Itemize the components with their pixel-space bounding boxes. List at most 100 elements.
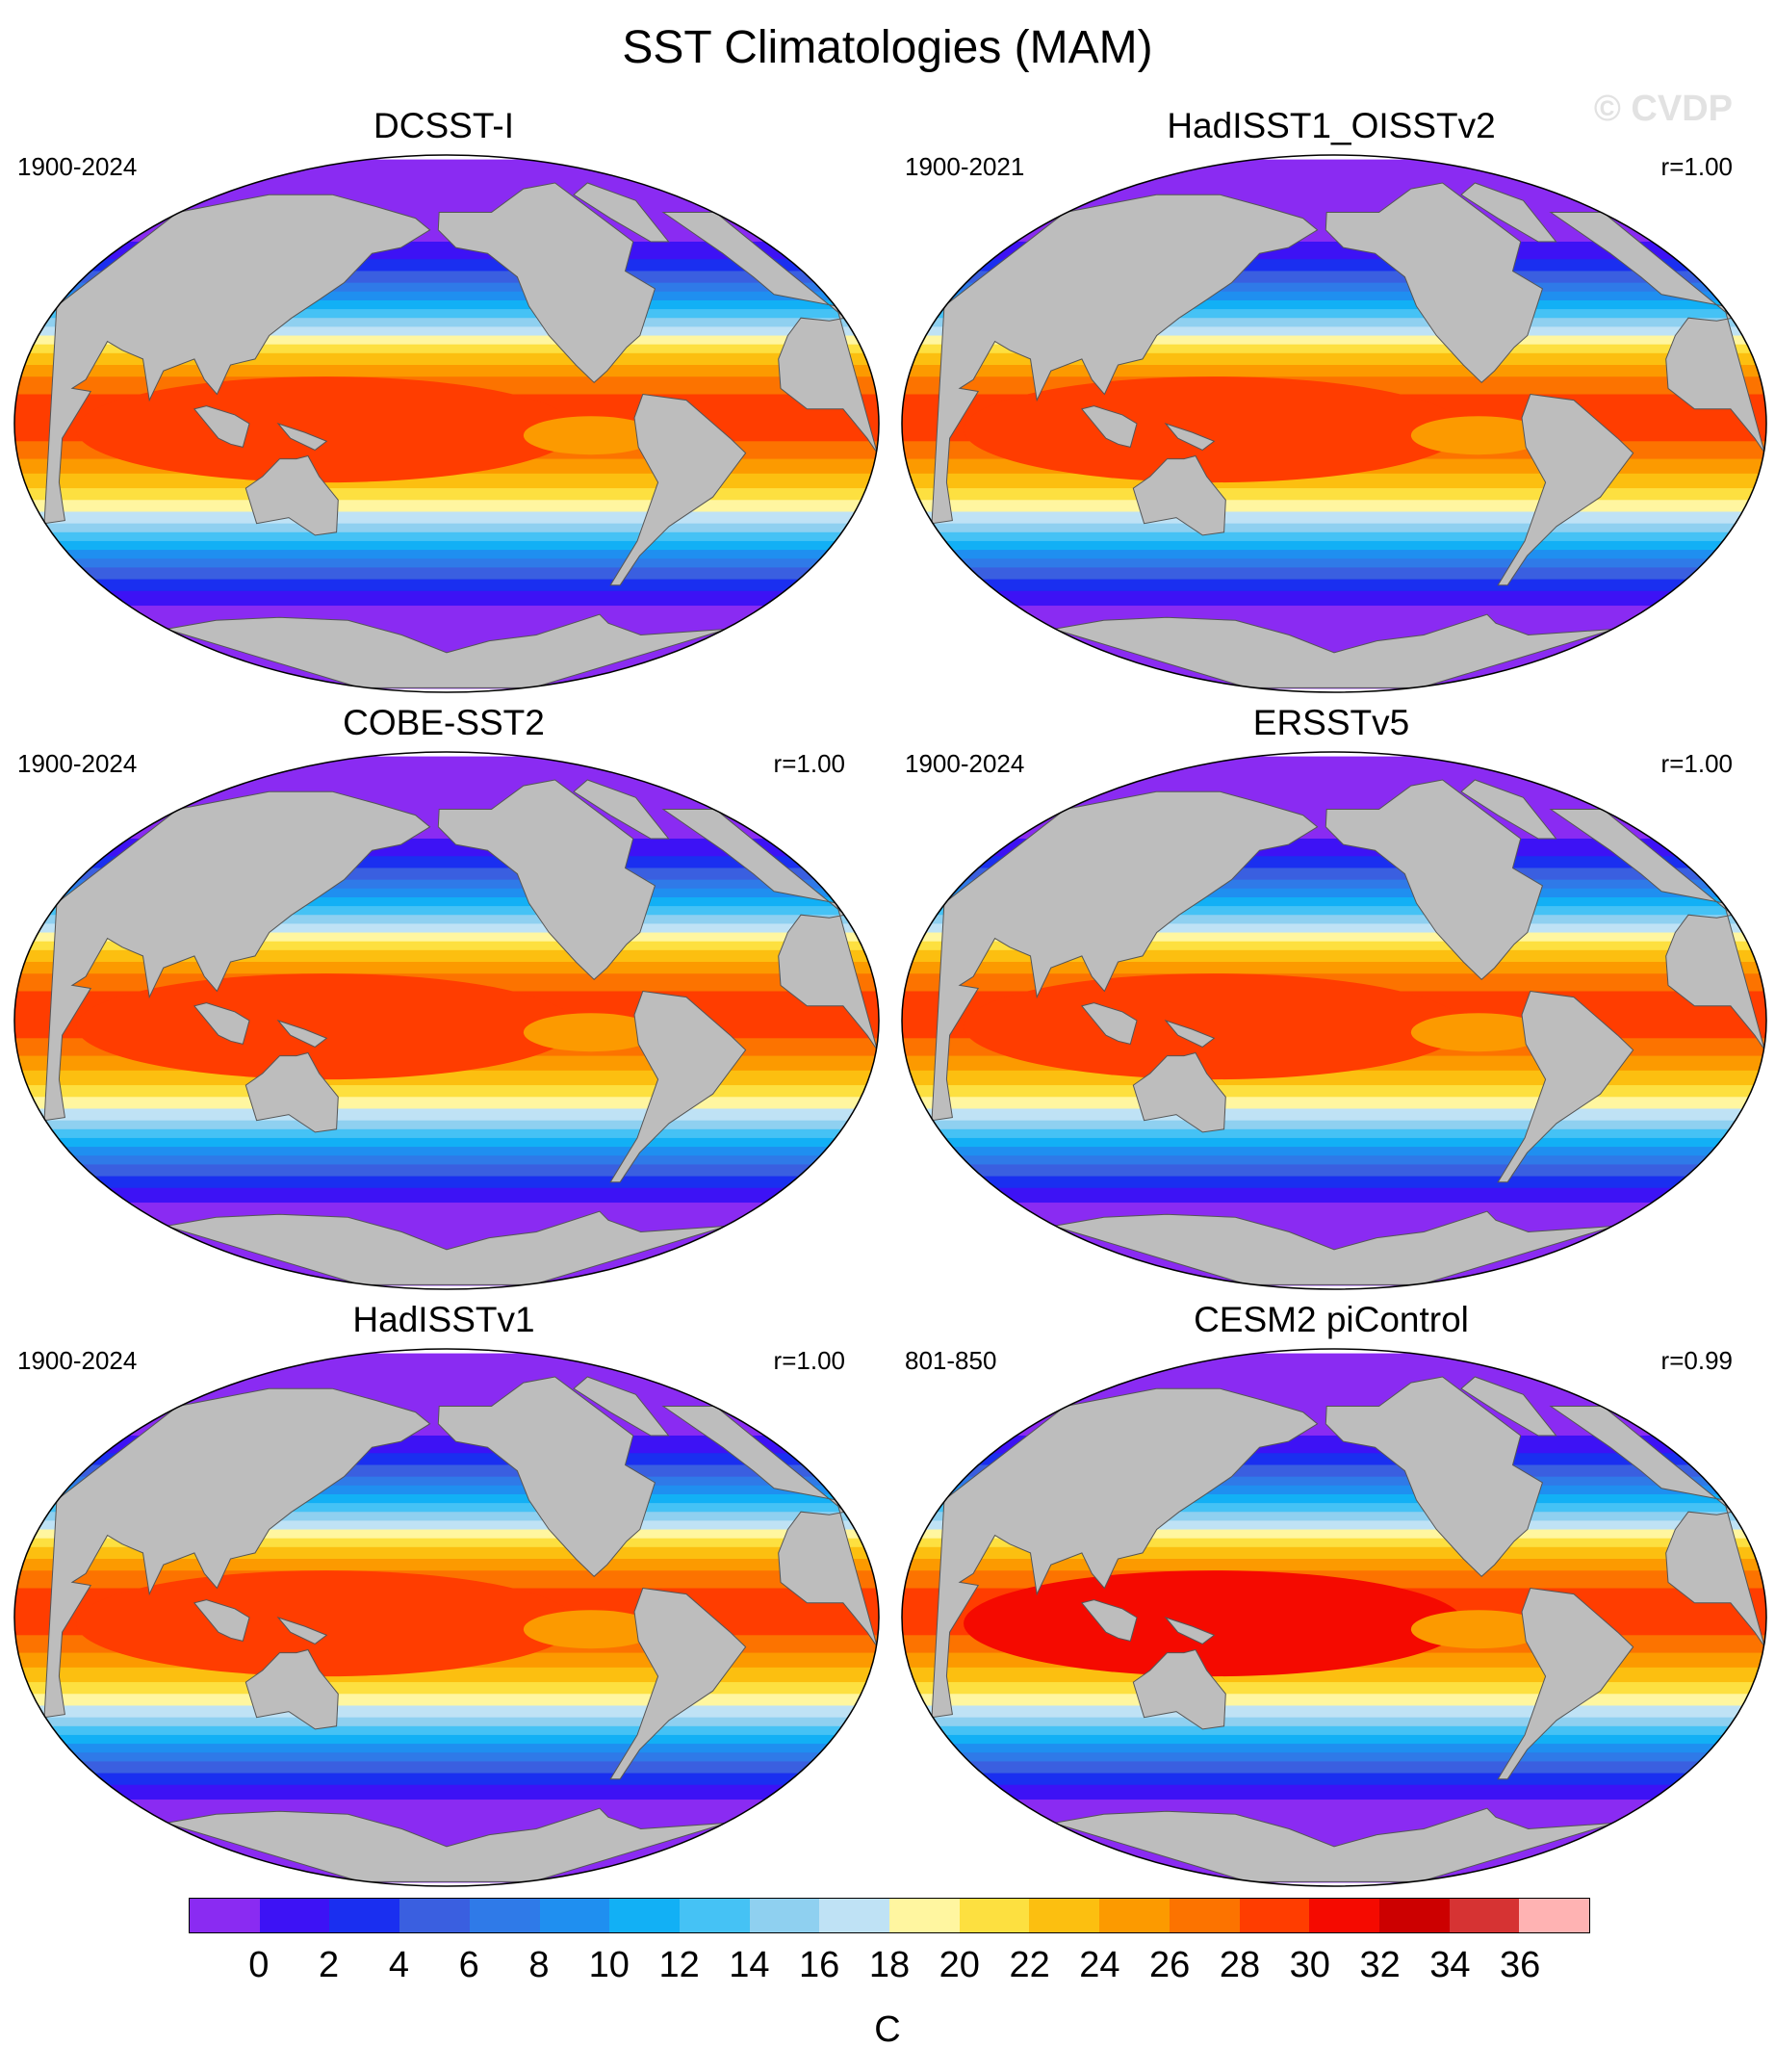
land-mass [43,1387,431,1719]
sst-band [902,1120,1766,1130]
land-mass [1549,1406,1765,1647]
sst-band [14,1493,879,1505]
colorbar-tick-label: 32 [1359,1945,1401,1985]
sst-band [902,1137,1766,1149]
land-mass [931,1387,1319,1719]
map-outline [13,154,880,693]
sst-band [902,1538,1766,1548]
land-mass [276,422,328,451]
watermark: © CVDP [1593,89,1733,129]
colorbar-tick-label: 8 [528,1945,550,1985]
sst-band [14,550,879,560]
sst-band [14,523,879,533]
colorbar-segment [679,1899,750,1932]
sst-band [902,299,1766,311]
colorbar-tick-label: 30 [1289,1945,1330,1985]
sst-band [14,558,879,569]
sst-map [901,1348,1767,1887]
colorbar-tick-label: 28 [1219,1945,1261,1985]
colorbar-tick-label: 10 [588,1945,630,1985]
sst-band [14,1559,879,1572]
sst-band [902,500,1766,513]
sst-band [902,1128,1766,1139]
colorbar-tick-label: 20 [939,1945,980,1985]
sst-band [14,941,879,951]
cold-tongue [523,416,658,455]
sst-band [902,1761,1766,1774]
sst-band [14,344,879,354]
sst-band [902,1559,1766,1572]
sst-band [14,1155,879,1166]
colorbar-tick-label: 18 [868,1945,911,1985]
sst-band [902,558,1766,569]
sst-band [902,590,1766,608]
panel-title: COBE-SST2 [343,703,545,742]
colorbar-segment [539,1899,610,1932]
sst-band [14,540,879,552]
panel-years: 1900-2024 [17,1346,138,1375]
warm-pool [964,1570,1465,1677]
land-mass [573,1376,670,1437]
sst-band [14,1752,879,1763]
land-mass [1460,779,1557,840]
land-mass [1460,182,1557,243]
sst-map [901,751,1767,1290]
sst-map [13,154,880,693]
sst-band [14,1538,879,1548]
sst-band [902,932,1766,943]
colorbar-unit: C [874,2009,901,2050]
land-mass [437,779,656,980]
sst-band [14,1734,879,1746]
land-mass [437,182,656,383]
sst-band [14,1520,879,1531]
colorbar-segment [959,1899,1030,1932]
land-mass [931,194,1319,525]
sst-band [902,282,1766,293]
panel-years: 801-850 [905,1346,997,1375]
colorbar-segment [190,1899,260,1932]
sst-band [14,932,879,943]
sst-band [14,282,879,293]
land-mass [661,1406,878,1647]
sst-band [902,1752,1766,1763]
land-mass [1325,779,1543,980]
sst-band [902,567,1766,581]
sst-band [14,318,879,328]
colorbar-tick-label: 26 [1149,1945,1191,1985]
cold-tongue [1410,1610,1546,1649]
sst-band [14,299,879,311]
panel-title: DCSST-I [373,106,514,145]
sst-band [14,1187,879,1204]
sst-band [902,579,1766,592]
colorbar-segment [1309,1899,1379,1932]
land-mass [43,790,431,1122]
map-panel: DCSST-I 1900-2024 [0,106,888,703]
land-mass [1549,809,1765,1050]
sst-band [902,1773,1766,1786]
colorbar-tick-label: 2 [319,1945,340,1985]
colorbar-segment [819,1899,890,1932]
colorbar [189,1898,1590,1933]
sst-band [14,531,879,542]
map-panel: ERSSTv5 1900-2024 r=1.00 [888,703,1775,1300]
sst-band [14,906,879,917]
sst-band [902,1503,1766,1514]
land-mass [1132,1648,1226,1730]
land-mass [1460,1376,1557,1437]
sst-band [902,531,1766,542]
colorbar-segment [329,1899,400,1932]
land-mass [609,1587,747,1780]
colorbar-segment [259,1899,330,1932]
colorbar-tick-label: 4 [388,1945,409,1985]
colorbar-tick-label: 34 [1429,1945,1471,1985]
land-mass [609,393,747,586]
sst-band [14,511,879,525]
sst-band [902,906,1766,917]
sst-band [902,1485,1766,1495]
warm-pool [964,973,1465,1080]
land-mass [244,1648,339,1730]
sst-band [902,962,1766,975]
sst-band [902,291,1766,301]
panel-years: 1900-2024 [17,152,138,181]
land-mass [166,613,728,688]
